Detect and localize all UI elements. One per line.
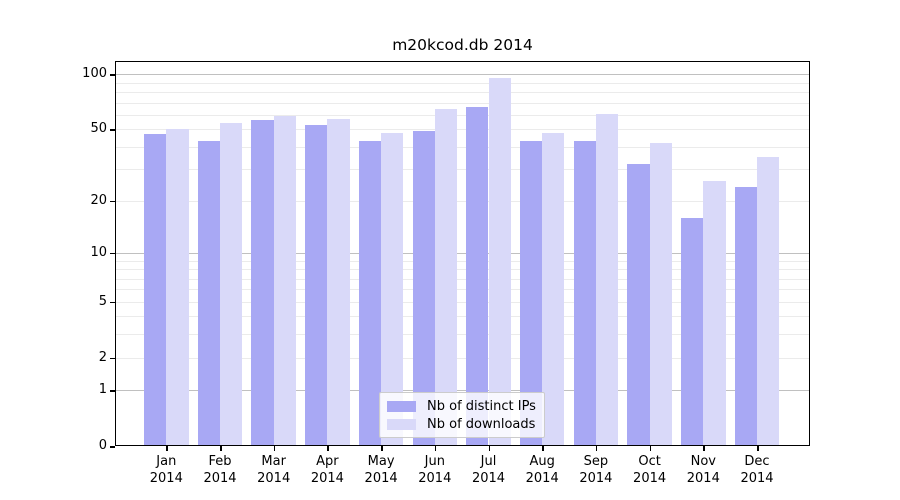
- bar-nb-of-downloads-jun: [434, 108, 458, 446]
- gridline-minor: [115, 278, 810, 280]
- gridline-major: [115, 390, 810, 392]
- bar-nb-of-distinct-ips-may: [358, 141, 382, 446]
- x-tick-label-jan: Jan 2014: [149, 454, 183, 486]
- gridline-minor: [115, 289, 810, 291]
- y-tick: [110, 446, 115, 448]
- bar-nb-of-distinct-ips-oct: [627, 164, 650, 446]
- x-tick-label-nov: Nov 2014: [686, 454, 720, 486]
- y-tick: [110, 252, 115, 255]
- y-tick-label: 5: [98, 293, 107, 309]
- legend-item-downloads: Nb of downloads: [387, 417, 537, 432]
- y-tick-label: 20: [90, 192, 107, 208]
- gridline-minor: [115, 301, 810, 303]
- y-tick-label: 100: [82, 66, 107, 82]
- y-tick: [110, 200, 115, 203]
- bar-nb-of-downloads-jan: [166, 129, 189, 446]
- legend: Nb of distinct IPs Nb of downloads: [379, 392, 545, 438]
- x-tick-label-oct: Oct 2014: [633, 454, 667, 486]
- chart-title: m20kcod.db 2014: [392, 36, 533, 54]
- bar-nb-of-downloads-dec: [757, 157, 780, 446]
- x-tick-label-jun: Jun 2014: [418, 454, 452, 486]
- legend-label-distinct-ips: Nb of distinct IPs: [427, 398, 536, 414]
- bar-nb-of-distinct-ips-jul: [466, 107, 489, 446]
- bar-nb-of-distinct-ips-sep: [573, 141, 596, 446]
- x-tick: [757, 446, 759, 451]
- bar-nb-of-downloads-feb: [220, 123, 243, 446]
- x-tick: [595, 446, 598, 451]
- x-tick-label-jul: Jul 2014: [471, 454, 506, 486]
- bar-nb-of-downloads-nov: [703, 180, 726, 446]
- x-tick: [327, 446, 329, 451]
- bar-nb-of-downloads-may: [381, 132, 404, 446]
- x-tick: [434, 446, 437, 451]
- gridline-minor: [115, 200, 810, 202]
- y-tick-label: 2: [98, 349, 107, 365]
- x-tick: [542, 446, 544, 451]
- bar-nb-of-downloads-mar: [273, 116, 296, 446]
- gridline-minor: [115, 334, 810, 336]
- gridline-minor: [115, 316, 810, 318]
- bar-nb-of-distinct-ips-apr: [305, 124, 328, 446]
- gridline-minor: [115, 92, 810, 93]
- gridline-minor: [115, 146, 810, 148]
- bar-nb-of-distinct-ips-jan: [144, 134, 167, 446]
- y-tick-label: 0: [98, 438, 107, 453]
- y-tick-label: 1: [98, 382, 107, 398]
- legend-swatch-distinct-ips: [387, 400, 416, 412]
- bar-nb-of-downloads-apr: [327, 118, 350, 446]
- x-tick: [166, 446, 168, 451]
- bar-nb-of-distinct-ips-mar: [251, 120, 274, 446]
- gridline-major: [115, 74, 810, 76]
- x-tick: [381, 446, 383, 451]
- bar-nb-of-distinct-ips-nov: [681, 217, 704, 446]
- x-tick: [703, 446, 705, 451]
- gridline-minor: [115, 82, 810, 84]
- y-tick-label: 10: [90, 244, 107, 260]
- bar-nb-of-downloads-jul: [488, 78, 511, 446]
- x-tick-label-mar: Mar 2014: [257, 454, 291, 486]
- bar-nb-of-distinct-ips-aug: [519, 141, 543, 446]
- y-tick: [110, 390, 115, 392]
- bar-nb-of-downloads-sep: [595, 113, 619, 446]
- bar-nb-of-distinct-ips-feb: [197, 141, 220, 446]
- x-tick: [488, 446, 490, 451]
- y-tick-label: 50: [90, 121, 107, 137]
- gridline-minor: [115, 260, 810, 262]
- y-tick: [110, 74, 115, 76]
- gridline-major: [115, 252, 810, 254]
- bar-nb-of-distinct-ips-jun: [412, 130, 435, 446]
- y-tick: [110, 357, 115, 359]
- x-tick-label-apr: Apr 2014: [310, 454, 344, 486]
- x-tick-label-may: May 2014: [364, 454, 398, 486]
- x-tick-label-feb: Feb 2014: [203, 454, 237, 486]
- gridline-minor: [115, 114, 810, 116]
- legend-label-downloads: Nb of downloads: [427, 416, 536, 432]
- gridline-minor: [115, 169, 810, 171]
- x-tick: [273, 446, 276, 451]
- legend-item-distinct-ips: Nb of distinct IPs: [387, 399, 537, 414]
- y-tick: [110, 129, 115, 131]
- x-tick-label-aug: Aug 2014: [525, 454, 559, 486]
- gridline-minor: [115, 269, 810, 270]
- x-tick-label-sep: Sep 2014: [579, 454, 613, 486]
- gridline-minor: [115, 129, 810, 131]
- bar-nb-of-downloads-oct: [649, 143, 672, 446]
- x-tick-label-dec: Dec 2014: [740, 454, 774, 486]
- gridline-minor: [115, 102, 810, 104]
- x-tick: [220, 446, 222, 451]
- gridline-minor: [115, 357, 810, 359]
- bar-nb-of-downloads-aug: [542, 132, 565, 446]
- x-tick: [649, 446, 652, 451]
- legend-swatch-downloads: [387, 418, 416, 430]
- bar-nb-of-distinct-ips-dec: [734, 186, 757, 446]
- plot-area: [115, 61, 810, 446]
- y-tick: [110, 301, 115, 304]
